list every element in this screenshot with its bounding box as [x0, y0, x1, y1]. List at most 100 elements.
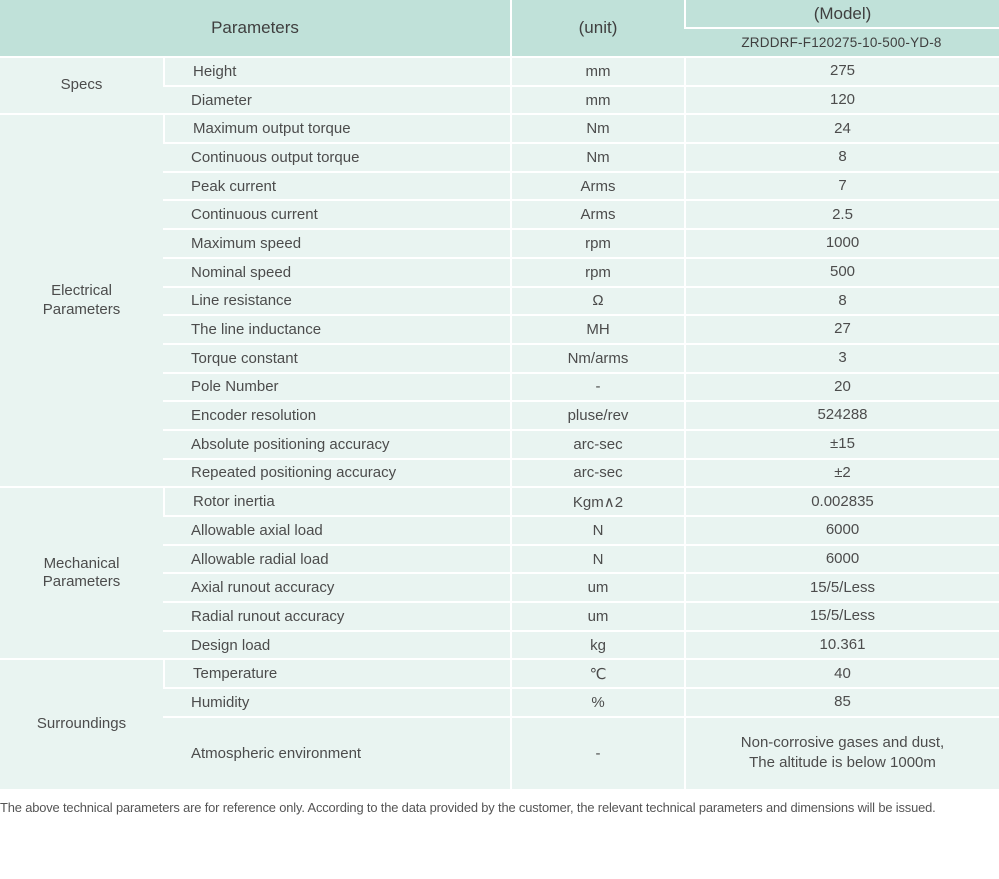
- table-row: Axial runout accuracy um 15/5/Less: [0, 574, 999, 604]
- table-row: Continuous output torque Nm 8: [0, 144, 999, 173]
- value-cell: 500: [684, 258, 999, 288]
- column-header-model: (Model): [684, 0, 999, 29]
- unit-cell: Nm: [510, 115, 684, 145]
- table-row: Repeated positioning accuracy arc-sec ±2: [0, 459, 999, 489]
- table-row: Encoder resolution pluse/rev 524288: [0, 402, 999, 431]
- table-row: Allowable axial load N 6000: [0, 517, 999, 546]
- unit-cell: rpm: [510, 230, 684, 259]
- parameter-cell: Pole Number: [163, 373, 510, 403]
- parameter-cell: Height: [163, 58, 510, 87]
- parameter-cell: Nominal speed: [163, 258, 510, 288]
- table-row: Humidity% 85: [0, 689, 999, 718]
- group-label-specs: Specs: [0, 58, 163, 116]
- value-cell: 6000: [684, 517, 999, 546]
- unit-cell: um: [510, 574, 684, 604]
- value-cell: 1000: [684, 230, 999, 259]
- parameter-cell: Allowable radial load: [163, 545, 510, 575]
- unit-cell: mm: [510, 58, 684, 87]
- value-cell: 20: [684, 373, 999, 403]
- model-number: ZRDDRF-F120275-10-500-YD-8: [684, 29, 999, 58]
- value-cell: 524288: [684, 402, 999, 431]
- parameter-cell: Absolute positioning accuracy: [163, 430, 510, 460]
- unit-cell: N: [510, 517, 684, 546]
- value-cell: 15/5/Less: [684, 603, 999, 632]
- value-cell: 8: [684, 144, 999, 173]
- table-row: Diameter mm 120: [0, 86, 999, 116]
- table-row: Atmospheric environment - Non-corrosive ga…: [0, 717, 999, 791]
- unit-cell: N: [510, 545, 684, 575]
- unit-cell: pluse/rev: [510, 402, 684, 431]
- parameter-cell: Torque constant: [163, 344, 510, 374]
- table-row: Continuous current Arms 2.5: [0, 201, 999, 231]
- table-body: Specs Height mm 275 Diameter mm 120 Electrical …: [0, 58, 999, 791]
- value-cell: 0.002835: [684, 488, 999, 517]
- parameter-cell: Repeated positioning accuracy: [163, 459, 510, 489]
- parameter-cell: Diameter: [163, 86, 510, 116]
- table-header: Parameters (unit) (Model) ZRDDRF-F120275…: [0, 0, 999, 58]
- unit-cell: Ω: [510, 287, 684, 317]
- unit-cell: Nm: [510, 144, 684, 173]
- parameter-cell: Continuous current: [163, 201, 510, 231]
- unit-cell: mm: [510, 86, 684, 116]
- group-label-surroundings: Surroundings: [0, 660, 163, 791]
- value-cell: 85: [684, 689, 999, 718]
- table-row: Electrical Parameters Maximum output torq…: [0, 115, 999, 489]
- value-cell: 2.5: [684, 201, 999, 231]
- parameter-cell: Temperature: [163, 660, 510, 690]
- table-row: Nominal speed rpm 500: [0, 258, 999, 288]
- unit-cell: Nm/arms: [510, 344, 684, 374]
- table-row: Maximum speed rpm 1000: [0, 230, 999, 259]
- table-row: Absolute positioning accuracy arc-sec ±15: [0, 430, 999, 460]
- table-row: Specs Height mm 275: [0, 58, 999, 116]
- parameter-cell: Humidity: [163, 689, 510, 718]
- parameter-cell: Allowable axial load: [163, 517, 510, 546]
- footer-note: The above technical parameters are for r…: [0, 799, 936, 815]
- table-row: Design load kg 10.361: [0, 631, 999, 661]
- parameter-cell: Design load: [163, 631, 510, 661]
- value-cell: 10.361: [684, 631, 999, 661]
- parameter-cell: Radial runout accuracy: [163, 603, 510, 632]
- parameter-cell: Axial runout accuracy: [163, 574, 510, 604]
- value-cell: 3: [684, 344, 999, 374]
- parameter-cell: Encoder resolution: [163, 402, 510, 431]
- column-header-parameters: Parameters: [0, 0, 510, 58]
- value-cell: 27: [684, 316, 999, 345]
- unit-cell: kg: [510, 631, 684, 661]
- group-label-electrical-parameters: Electrical Parameters: [0, 115, 163, 489]
- unit-cell: Kgm∧2: [510, 488, 684, 517]
- table-row: Peak current Arms 7: [0, 172, 999, 202]
- parameter-cell: Atmospheric environment: [163, 717, 510, 791]
- parameter-cell: The line inductance: [163, 316, 510, 345]
- value-cell: 120: [684, 86, 999, 116]
- column-header-unit: (unit): [510, 0, 684, 58]
- unit-cell: -: [510, 717, 684, 791]
- table-row: Pole Number -20: [0, 373, 999, 403]
- parameter-cell: Line resistance: [163, 287, 510, 317]
- table-row: Radial runout accuracy um 15/5/Less: [0, 603, 999, 632]
- unit-cell: arc-sec: [510, 459, 684, 489]
- value-cell: ±2: [684, 459, 999, 489]
- unit-cell: Arms: [510, 201, 684, 231]
- unit-cell: Arms: [510, 172, 684, 202]
- unit-cell: ℃: [510, 660, 684, 690]
- unit-cell: um: [510, 603, 684, 632]
- unit-cell: %: [510, 689, 684, 718]
- value-cell: 24: [684, 115, 999, 145]
- unit-cell: arc-sec: [510, 430, 684, 460]
- table-row: Mechanical Parameters Rotor inertia Kgm∧2 0…: [0, 488, 999, 661]
- value-cell: 15/5/Less: [684, 574, 999, 604]
- value-cell: 275: [684, 58, 999, 87]
- group-label-mechanical-parameters: Mechanical Parameters: [0, 488, 163, 661]
- value-cell: 7: [684, 172, 999, 202]
- parameter-cell: Peak current: [163, 172, 510, 202]
- parameter-cell: Rotor inertia: [163, 488, 510, 517]
- value-cell: Non-corrosive gases and dust, The altitu…: [684, 717, 999, 791]
- table-row: Line resistance Ω 8: [0, 287, 999, 317]
- table-row: Allowable radial load N 6000: [0, 545, 999, 575]
- value-cell: ±15: [684, 430, 999, 460]
- unit-cell: MH: [510, 316, 684, 345]
- table-row: Torque constant Nm/arms 3: [0, 344, 999, 374]
- value-cell: 6000: [684, 545, 999, 575]
- unit-cell: -: [510, 373, 684, 403]
- parameter-cell: Maximum speed: [163, 230, 510, 259]
